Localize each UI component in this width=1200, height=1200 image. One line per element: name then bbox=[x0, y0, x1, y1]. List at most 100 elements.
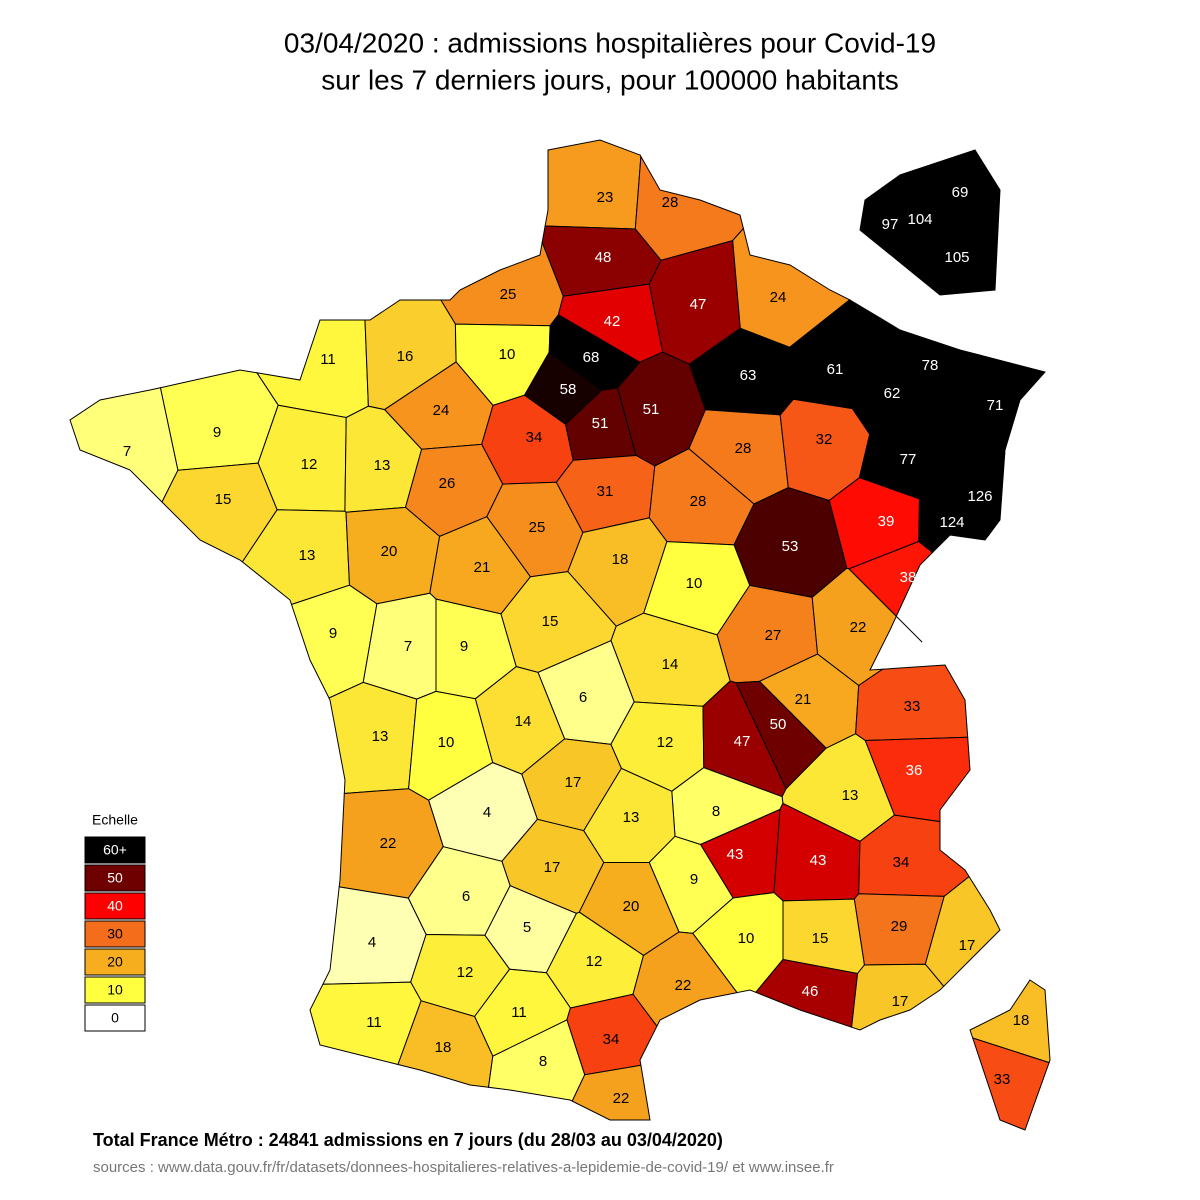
legend-swatch bbox=[84, 948, 146, 976]
department-value: 71 bbox=[987, 397, 1004, 414]
department-value: 13 bbox=[623, 809, 640, 826]
department-value: 47 bbox=[690, 296, 707, 313]
department-value: 104 bbox=[907, 211, 932, 228]
department-value: 18 bbox=[1013, 1012, 1030, 1029]
legend-label: 30 bbox=[107, 926, 123, 942]
department-value: 9 bbox=[460, 638, 468, 655]
department-value: 8 bbox=[712, 803, 720, 820]
title-line: sur les 7 derniers jours, pour 100000 ha… bbox=[321, 64, 898, 95]
department-value: 20 bbox=[623, 898, 640, 915]
legend-swatch bbox=[84, 1004, 146, 1032]
department-value: 7 bbox=[123, 443, 131, 460]
department-value: 26 bbox=[439, 475, 456, 492]
legend-label: 0 bbox=[111, 1010, 119, 1026]
department-value: 27 bbox=[765, 627, 782, 644]
department-value: 9 bbox=[690, 871, 698, 888]
department-value: 14 bbox=[515, 713, 532, 730]
department-value: 48 bbox=[595, 249, 612, 266]
department-value: 22 bbox=[380, 835, 397, 852]
department-value: 23 bbox=[597, 189, 614, 206]
department-value: 18 bbox=[435, 1039, 452, 1056]
department-value: 36 bbox=[906, 762, 923, 779]
department-value: 24 bbox=[770, 289, 787, 306]
sources: sources : www.data.gouv.fr/fr/datasets/d… bbox=[93, 1159, 834, 1176]
department-value: 42 bbox=[604, 313, 621, 330]
legend-title: Echelle bbox=[92, 812, 138, 828]
department-value: 4 bbox=[483, 804, 491, 821]
department-value: 29 bbox=[891, 918, 908, 935]
department-value: 7 bbox=[404, 638, 412, 655]
department-value: 53 bbox=[782, 538, 799, 555]
department-value: 15 bbox=[215, 491, 232, 508]
legend-label: 20 bbox=[107, 954, 123, 970]
department-value: 16 bbox=[397, 348, 414, 365]
department-value: 4 bbox=[368, 934, 376, 951]
department-value: 6 bbox=[462, 888, 470, 905]
department-value: 13 bbox=[842, 787, 859, 804]
department-value: 11 bbox=[511, 1004, 527, 1021]
department-value: 8 bbox=[539, 1053, 547, 1070]
department-value: 22 bbox=[675, 977, 692, 994]
department-value: 21 bbox=[795, 691, 812, 708]
legend: 60+ 50 40 30 20 10 0 bbox=[84, 836, 146, 1032]
legend-label: 60+ bbox=[103, 842, 127, 858]
department-value: 15 bbox=[542, 613, 559, 630]
department bbox=[896, 169, 954, 266]
department-value: 58 bbox=[560, 381, 577, 398]
department-value: 13 bbox=[374, 457, 391, 474]
department bbox=[848, 540, 934, 643]
department-value: 43 bbox=[727, 846, 744, 863]
department bbox=[487, 1019, 586, 1102]
department-value: 9 bbox=[213, 424, 221, 441]
department-value: 97 bbox=[882, 216, 899, 233]
department-value: 21 bbox=[474, 559, 491, 576]
department bbox=[309, 981, 422, 1066]
department-value: 63 bbox=[740, 367, 757, 384]
department-value: 62 bbox=[884, 385, 901, 402]
department-value: 12 bbox=[657, 734, 674, 751]
department bbox=[924, 875, 1001, 988]
department-value: 46 bbox=[802, 983, 819, 1000]
department-value: 28 bbox=[662, 194, 679, 211]
legend-swatch bbox=[84, 920, 146, 948]
department-value: 34 bbox=[526, 429, 543, 446]
department-value: 18 bbox=[612, 551, 629, 568]
department bbox=[69, 387, 179, 503]
total-note: Total France Métro : 24841 admissions en… bbox=[93, 1130, 723, 1150]
department-value: 34 bbox=[893, 854, 910, 871]
department-value: 11 bbox=[366, 1014, 382, 1031]
department-value: 43 bbox=[810, 852, 827, 869]
department-value: 20 bbox=[381, 543, 398, 560]
legend-label: 40 bbox=[107, 898, 123, 914]
department-value: 17 bbox=[959, 937, 976, 954]
department-value: 51 bbox=[592, 415, 609, 432]
department-value: 77 bbox=[900, 451, 917, 468]
department-value: 24 bbox=[433, 402, 450, 419]
department-value: 78 bbox=[922, 357, 939, 374]
title-line: 03/04/2020 : admissions hospitalières po… bbox=[284, 27, 936, 58]
department-value: 39 bbox=[878, 513, 895, 530]
department-value: 28 bbox=[735, 440, 752, 457]
department-value: 14 bbox=[662, 656, 679, 673]
department-value: 22 bbox=[613, 1090, 630, 1107]
department-value: 12 bbox=[586, 953, 603, 970]
department bbox=[908, 224, 999, 296]
department-value: 50 bbox=[770, 716, 787, 733]
department-value: 6 bbox=[579, 689, 587, 706]
department bbox=[161, 462, 278, 563]
legend-label: 50 bbox=[107, 870, 123, 886]
department-value: 51 bbox=[643, 401, 660, 418]
department-value: 10 bbox=[738, 930, 755, 947]
department-value: 25 bbox=[500, 286, 517, 303]
legend-swatch bbox=[84, 976, 146, 1004]
department-value: 32 bbox=[816, 431, 833, 448]
department-value: 33 bbox=[994, 1071, 1011, 1088]
department bbox=[971, 1037, 1050, 1131]
department-value: 13 bbox=[299, 547, 316, 564]
department-value: 22 bbox=[850, 619, 867, 636]
department-value: 17 bbox=[892, 993, 909, 1010]
department-value: 124 bbox=[939, 514, 964, 531]
department-value: 33 bbox=[904, 698, 921, 715]
department bbox=[851, 963, 945, 1031]
